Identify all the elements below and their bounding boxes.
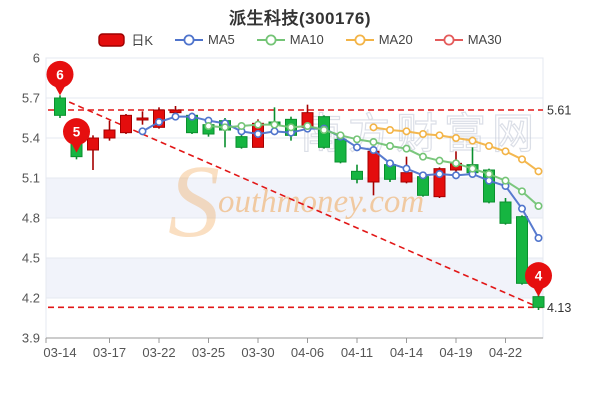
chart-title: 派生科技(300176) [228,9,372,28]
legend-item-ma10[interactable]: MA10 [256,32,324,47]
x-axis-tick-label: 04-14 [390,345,423,360]
y-axis-tick-label: 5.4 [22,131,40,146]
ma20-legend-icon [345,34,374,45]
marker-balloon-4: 4 [525,262,552,297]
x-axis-tick-label: 03-17 [93,345,126,360]
y-axis-tick-label: 3.9 [22,331,40,346]
ma5-legend-icon [175,34,204,45]
ref-line-label: 5.61 [547,104,571,118]
legend-item-ma20[interactable]: MA20 [345,32,413,47]
ma5-line [138,112,543,243]
legend-item-label: MA30 [467,32,502,47]
legend-item-label: 日K [131,33,154,48]
x-axis-tick-label: 03-22 [142,345,175,360]
svg-text:5: 5 [73,125,81,140]
x-axis [45,337,543,343]
ref-line-label: 4.13 [547,301,571,315]
legend-item-dayk[interactable]: 日K [98,30,153,49]
legend-item-label: MA5 [208,32,235,47]
y-axis-tick-label: 4.8 [22,211,40,226]
y-axis-tick-label: 6 [33,51,40,66]
chart-legend: 日K MA5 MA10 MA20 MA30 [0,30,600,49]
x-axis-tick-label: 04-06 [291,345,324,360]
svg-text:4: 4 [535,269,543,284]
y-axis-tick-label: 5.7 [22,91,40,106]
legend-item-ma5[interactable]: MA5 [175,32,235,47]
x-axis-tick-label: 03-25 [192,345,225,360]
ma30-legend-icon [434,34,463,45]
legend-item-label: MA20 [378,32,413,47]
marker-balloon-6: 6 [46,60,74,96]
background-bands [46,178,543,298]
ma10-legend-icon [256,34,285,45]
dayk-legend-icon [98,32,126,47]
watermark-script-text: outhmoney.com [218,184,424,220]
legend-item-ma30[interactable]: MA30 [434,32,502,47]
x-axis-tick-label: 03-30 [241,345,274,360]
marker-balloon-5: 5 [63,118,90,153]
legend-item-label: MA10 [289,32,324,47]
watermark-script-initial: S [168,144,220,259]
y-axis-tick-label: 5.1 [22,171,40,186]
x-axis-tick-label: 04-11 [341,345,373,360]
y-axis-tick-label: 4.2 [22,291,40,306]
x-axis-tick-label: 04-22 [489,345,522,360]
x-axis-tick-label: 04-19 [439,345,472,360]
x-axis-tick-label: 03-14 [43,345,76,360]
trend-line [59,97,539,309]
reference-lines [48,97,543,309]
y-axis-tick-label: 4.5 [22,251,40,266]
ma20-line [369,123,543,176]
svg-text:6: 6 [56,67,64,82]
ma10-line [204,120,543,211]
